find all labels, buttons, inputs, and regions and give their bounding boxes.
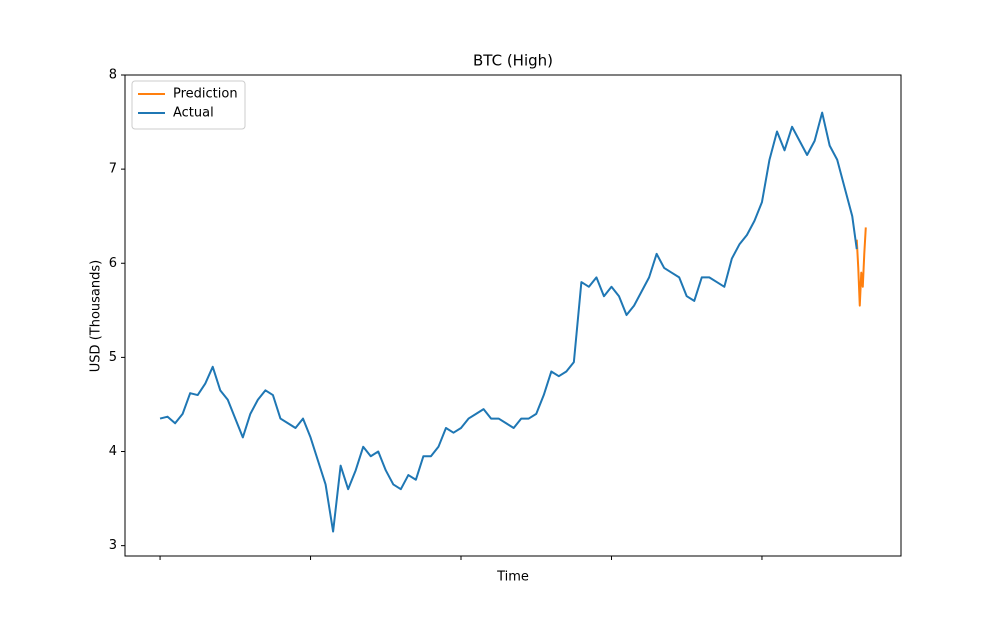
- y-tick-label: 5: [109, 350, 117, 365]
- y-tick-label: 6: [109, 256, 117, 271]
- y-tick-label: 8: [109, 68, 117, 83]
- series-line: [855, 227, 867, 307]
- x-axis-label: Time: [496, 570, 529, 585]
- legend-label: Actual: [173, 106, 214, 121]
- plot-frame: [124, 74, 902, 557]
- y-tick-label: 7: [109, 162, 117, 177]
- y-tick-label: 4: [109, 444, 117, 459]
- chart-title: BTC (High): [473, 52, 553, 70]
- y-tick-label: 3: [109, 538, 117, 553]
- y-axis-label: USD (Thousands): [89, 260, 104, 372]
- legend-label: Prediction: [173, 87, 238, 102]
- series-line: [159, 111, 858, 533]
